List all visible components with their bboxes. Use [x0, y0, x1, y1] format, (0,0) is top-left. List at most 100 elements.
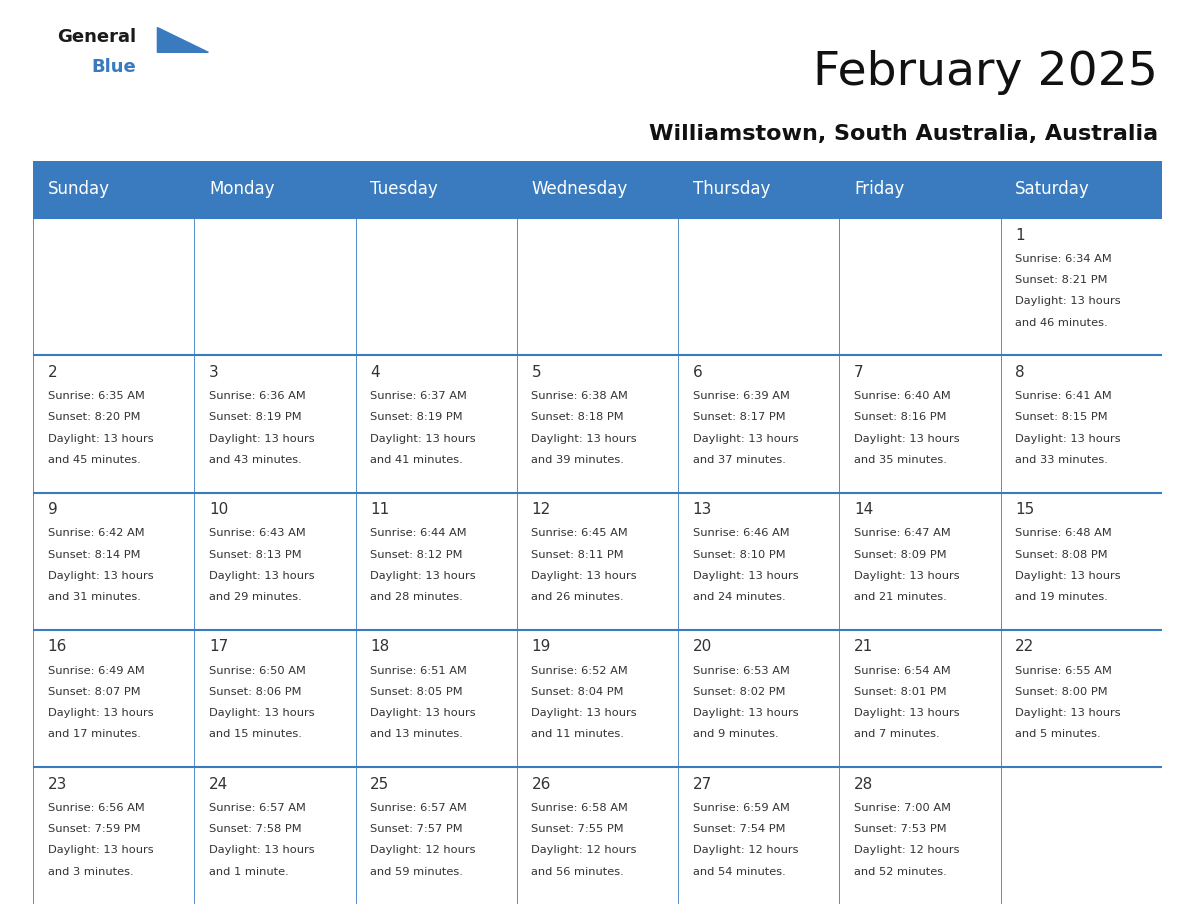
- Text: 19: 19: [531, 640, 551, 655]
- Bar: [678, 218, 840, 355]
- Polygon shape: [157, 28, 208, 52]
- Text: 11: 11: [371, 502, 390, 517]
- Text: Sunset: 8:14 PM: Sunset: 8:14 PM: [48, 550, 140, 560]
- Text: 14: 14: [854, 502, 873, 517]
- Text: Daylight: 13 hours: Daylight: 13 hours: [693, 708, 798, 718]
- Bar: [840, 493, 1000, 630]
- Text: Sunrise: 6:54 AM: Sunrise: 6:54 AM: [854, 666, 950, 676]
- Text: Sunset: 8:06 PM: Sunset: 8:06 PM: [209, 687, 302, 697]
- Text: Daylight: 12 hours: Daylight: 12 hours: [531, 845, 637, 856]
- Text: 4: 4: [371, 365, 380, 380]
- Bar: [33, 767, 195, 904]
- Text: and 11 minutes.: and 11 minutes.: [531, 729, 625, 739]
- Text: Daylight: 13 hours: Daylight: 13 hours: [371, 433, 476, 443]
- Text: 24: 24: [209, 777, 228, 791]
- Text: Sunrise: 6:36 AM: Sunrise: 6:36 AM: [209, 391, 305, 401]
- Text: and 17 minutes.: and 17 minutes.: [48, 729, 140, 739]
- Text: Sunrise: 6:58 AM: Sunrise: 6:58 AM: [531, 802, 628, 812]
- Bar: [195, 767, 355, 904]
- Text: and 3 minutes.: and 3 minutes.: [48, 867, 133, 877]
- Text: Sunrise: 6:41 AM: Sunrise: 6:41 AM: [1015, 391, 1112, 401]
- Text: 13: 13: [693, 502, 712, 517]
- Text: and 28 minutes.: and 28 minutes.: [371, 592, 463, 602]
- Text: February 2025: February 2025: [814, 50, 1158, 95]
- Text: Daylight: 13 hours: Daylight: 13 hours: [48, 708, 153, 718]
- Text: and 7 minutes.: and 7 minutes.: [854, 729, 940, 739]
- Text: and 15 minutes.: and 15 minutes.: [209, 729, 302, 739]
- Text: Daylight: 13 hours: Daylight: 13 hours: [209, 571, 315, 581]
- Text: Sunset: 8:00 PM: Sunset: 8:00 PM: [1015, 687, 1107, 697]
- Text: Friday: Friday: [854, 181, 904, 198]
- Text: Sunrise: 6:57 AM: Sunrise: 6:57 AM: [371, 802, 467, 812]
- Text: 8: 8: [1015, 365, 1025, 380]
- Bar: [355, 767, 517, 904]
- Text: General: General: [57, 28, 137, 46]
- Text: and 24 minutes.: and 24 minutes.: [693, 592, 785, 602]
- Text: Daylight: 13 hours: Daylight: 13 hours: [854, 571, 960, 581]
- Text: 2: 2: [48, 365, 57, 380]
- Text: 25: 25: [371, 777, 390, 791]
- Text: Daylight: 13 hours: Daylight: 13 hours: [48, 571, 153, 581]
- Text: Sunset: 8:13 PM: Sunset: 8:13 PM: [209, 550, 302, 560]
- Bar: [195, 355, 355, 493]
- Text: Sunrise: 6:43 AM: Sunrise: 6:43 AM: [209, 529, 305, 538]
- Text: Sunrise: 6:42 AM: Sunrise: 6:42 AM: [48, 529, 145, 538]
- Bar: [840, 218, 1000, 355]
- Text: Sunset: 7:53 PM: Sunset: 7:53 PM: [854, 824, 947, 834]
- Text: 27: 27: [693, 777, 712, 791]
- Text: Sunset: 8:17 PM: Sunset: 8:17 PM: [693, 412, 785, 422]
- Text: Sunrise: 6:35 AM: Sunrise: 6:35 AM: [48, 391, 145, 401]
- Bar: [355, 161, 517, 218]
- Text: Sunset: 7:55 PM: Sunset: 7:55 PM: [531, 824, 624, 834]
- Text: Sunrise: 6:48 AM: Sunrise: 6:48 AM: [1015, 529, 1112, 538]
- Bar: [195, 630, 355, 767]
- Text: 28: 28: [854, 777, 873, 791]
- Text: and 33 minutes.: and 33 minutes.: [1015, 455, 1108, 465]
- Text: Daylight: 12 hours: Daylight: 12 hours: [854, 845, 960, 856]
- Bar: [1000, 218, 1162, 355]
- Text: 26: 26: [531, 777, 551, 791]
- Text: Williamstown, South Australia, Australia: Williamstown, South Australia, Australia: [649, 124, 1158, 144]
- Text: Sunset: 8:11 PM: Sunset: 8:11 PM: [531, 550, 624, 560]
- Bar: [195, 218, 355, 355]
- Text: Daylight: 13 hours: Daylight: 13 hours: [1015, 708, 1120, 718]
- Text: Daylight: 13 hours: Daylight: 13 hours: [48, 433, 153, 443]
- Text: Wednesday: Wednesday: [531, 181, 627, 198]
- Text: Sunset: 8:05 PM: Sunset: 8:05 PM: [371, 687, 463, 697]
- Text: Sunset: 8:19 PM: Sunset: 8:19 PM: [209, 412, 302, 422]
- Text: and 54 minutes.: and 54 minutes.: [693, 867, 785, 877]
- Text: Tuesday: Tuesday: [371, 181, 438, 198]
- Text: 1: 1: [1015, 228, 1025, 243]
- Text: Sunrise: 6:39 AM: Sunrise: 6:39 AM: [693, 391, 790, 401]
- Bar: [1000, 630, 1162, 767]
- Text: and 37 minutes.: and 37 minutes.: [693, 455, 785, 465]
- Text: and 45 minutes.: and 45 minutes.: [48, 455, 140, 465]
- Text: Daylight: 13 hours: Daylight: 13 hours: [854, 708, 960, 718]
- Text: Sunrise: 6:37 AM: Sunrise: 6:37 AM: [371, 391, 467, 401]
- Bar: [678, 493, 840, 630]
- Text: 16: 16: [48, 640, 68, 655]
- Text: Sunrise: 6:53 AM: Sunrise: 6:53 AM: [693, 666, 790, 676]
- Text: 5: 5: [531, 365, 541, 380]
- Text: 15: 15: [1015, 502, 1035, 517]
- Bar: [355, 630, 517, 767]
- Text: Daylight: 13 hours: Daylight: 13 hours: [209, 708, 315, 718]
- Text: Sunset: 8:10 PM: Sunset: 8:10 PM: [693, 550, 785, 560]
- Text: Sunrise: 6:47 AM: Sunrise: 6:47 AM: [854, 529, 950, 538]
- Text: Daylight: 13 hours: Daylight: 13 hours: [1015, 297, 1120, 307]
- Text: Blue: Blue: [91, 58, 135, 76]
- Text: Daylight: 13 hours: Daylight: 13 hours: [531, 708, 637, 718]
- Text: Sunset: 8:12 PM: Sunset: 8:12 PM: [371, 550, 463, 560]
- Text: Daylight: 13 hours: Daylight: 13 hours: [209, 433, 315, 443]
- Text: Sunset: 8:19 PM: Sunset: 8:19 PM: [371, 412, 463, 422]
- Text: Saturday: Saturday: [1015, 181, 1089, 198]
- Bar: [355, 218, 517, 355]
- Text: Sunset: 8:15 PM: Sunset: 8:15 PM: [1015, 412, 1107, 422]
- Text: and 29 minutes.: and 29 minutes.: [209, 592, 302, 602]
- Bar: [517, 161, 678, 218]
- Text: 17: 17: [209, 640, 228, 655]
- Text: Sunset: 7:57 PM: Sunset: 7:57 PM: [371, 824, 463, 834]
- Text: Sunrise: 6:49 AM: Sunrise: 6:49 AM: [48, 666, 145, 676]
- Bar: [840, 161, 1000, 218]
- Bar: [517, 493, 678, 630]
